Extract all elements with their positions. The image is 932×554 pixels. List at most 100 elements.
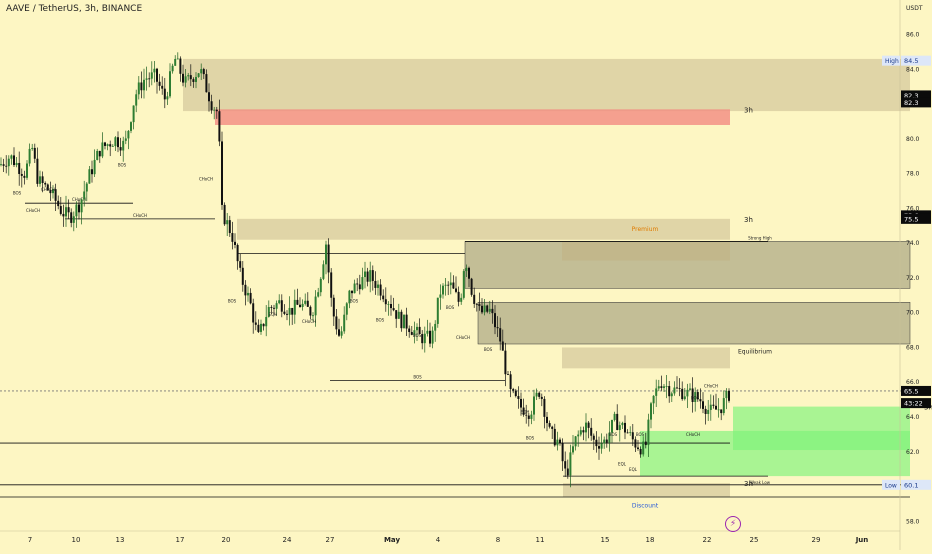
candle: [397, 303, 400, 319]
candle: [369, 261, 372, 293]
candle-body: [691, 388, 694, 402]
candle-body: [694, 392, 697, 402]
candle-body: [434, 323, 437, 331]
candle: [512, 387, 515, 394]
candle-body: [166, 96, 169, 100]
candle-body: [13, 155, 15, 166]
candle: [540, 393, 543, 407]
candle: [556, 431, 559, 451]
candle-body: [291, 307, 294, 315]
candle: [371, 265, 374, 291]
candle: [678, 378, 681, 397]
candle-body: [2, 164, 5, 166]
candle-body: [213, 109, 216, 111]
candle: [345, 302, 348, 321]
candle: [725, 388, 728, 410]
candle: [2, 158, 5, 173]
marker-choch: CHoCH: [704, 383, 718, 388]
candle-body: [228, 220, 231, 234]
price-tick: 84.0: [906, 66, 920, 73]
candle: [286, 310, 288, 321]
candle: [501, 329, 504, 351]
candle: [202, 67, 205, 80]
candle-body: [481, 305, 483, 313]
candle: [481, 298, 483, 315]
candle-body: [348, 290, 351, 304]
candle-body: [460, 297, 463, 302]
candle: [176, 52, 179, 60]
candle: [717, 398, 720, 418]
candle: [499, 317, 502, 351]
candle: [280, 294, 283, 318]
candle-body: [569, 452, 572, 476]
candle-body: [46, 184, 49, 190]
candle: [429, 322, 431, 348]
zone-grey-5: [464, 241, 911, 289]
price-tick: 58.0: [906, 518, 920, 525]
candle: [444, 277, 447, 296]
candle: [171, 63, 174, 74]
candle: [239, 253, 242, 272]
candle: [179, 56, 182, 82]
marker-bos: BOS: [413, 333, 422, 338]
time-tick: 22: [703, 536, 712, 544]
candle-body: [182, 73, 184, 83]
candle-body: [252, 303, 255, 323]
candle-body: [39, 176, 41, 184]
candle-body: [592, 435, 595, 440]
marker-bos: BOS: [609, 432, 618, 437]
candle: [686, 383, 689, 408]
candle-body: [366, 271, 369, 282]
side-label-low: Low: [885, 482, 897, 489]
candle-body: [18, 162, 21, 174]
price-tag: 75.5: [904, 215, 918, 223]
candle-body: [522, 407, 525, 415]
candle-body: [717, 409, 720, 411]
structure-label: Weak Low: [750, 480, 771, 485]
candle: [39, 170, 41, 187]
price-tag-box: [901, 55, 931, 66]
candle-body: [517, 396, 520, 399]
candle-body: [306, 300, 309, 307]
candle-body: [189, 75, 192, 80]
lightning-icon[interactable]: ⚡: [725, 516, 741, 532]
candle: [592, 433, 595, 450]
candle-body: [36, 158, 39, 184]
candle-body: [650, 403, 652, 420]
zone-red-1: [215, 109, 730, 125]
candle-body: [270, 306, 273, 308]
structure-label: CHoCH: [72, 197, 86, 202]
candle-body: [280, 300, 283, 312]
candle-body: [244, 284, 247, 296]
candle: [319, 277, 322, 297]
candle-body: [325, 244, 327, 265]
candle: [158, 73, 161, 91]
candle: [712, 395, 715, 409]
candle: [673, 381, 676, 396]
candle-body: [286, 313, 288, 315]
candle-body: [663, 386, 665, 388]
candle-body: [439, 294, 442, 298]
candle: [184, 69, 187, 88]
time-tick: 17: [176, 536, 185, 544]
time-tick: 20: [222, 536, 231, 544]
price-tick: 86.0: [906, 32, 920, 39]
candle: [306, 292, 309, 307]
candle: [436, 297, 439, 328]
candle: [546, 411, 548, 432]
structure-label: Strong High: [748, 235, 772, 240]
candle: [257, 319, 260, 333]
candle: [218, 99, 221, 147]
price-tick: 72.0: [906, 275, 920, 282]
candle: [226, 212, 229, 236]
zone-label-discount: Discount: [632, 502, 659, 509]
candle-body: [499, 328, 502, 342]
candle: [26, 160, 28, 180]
price-tag-box: [901, 97, 931, 108]
candle: [265, 305, 268, 337]
candle-body: [7, 158, 10, 167]
candle-body: [507, 374, 509, 376]
candle: [364, 261, 366, 289]
